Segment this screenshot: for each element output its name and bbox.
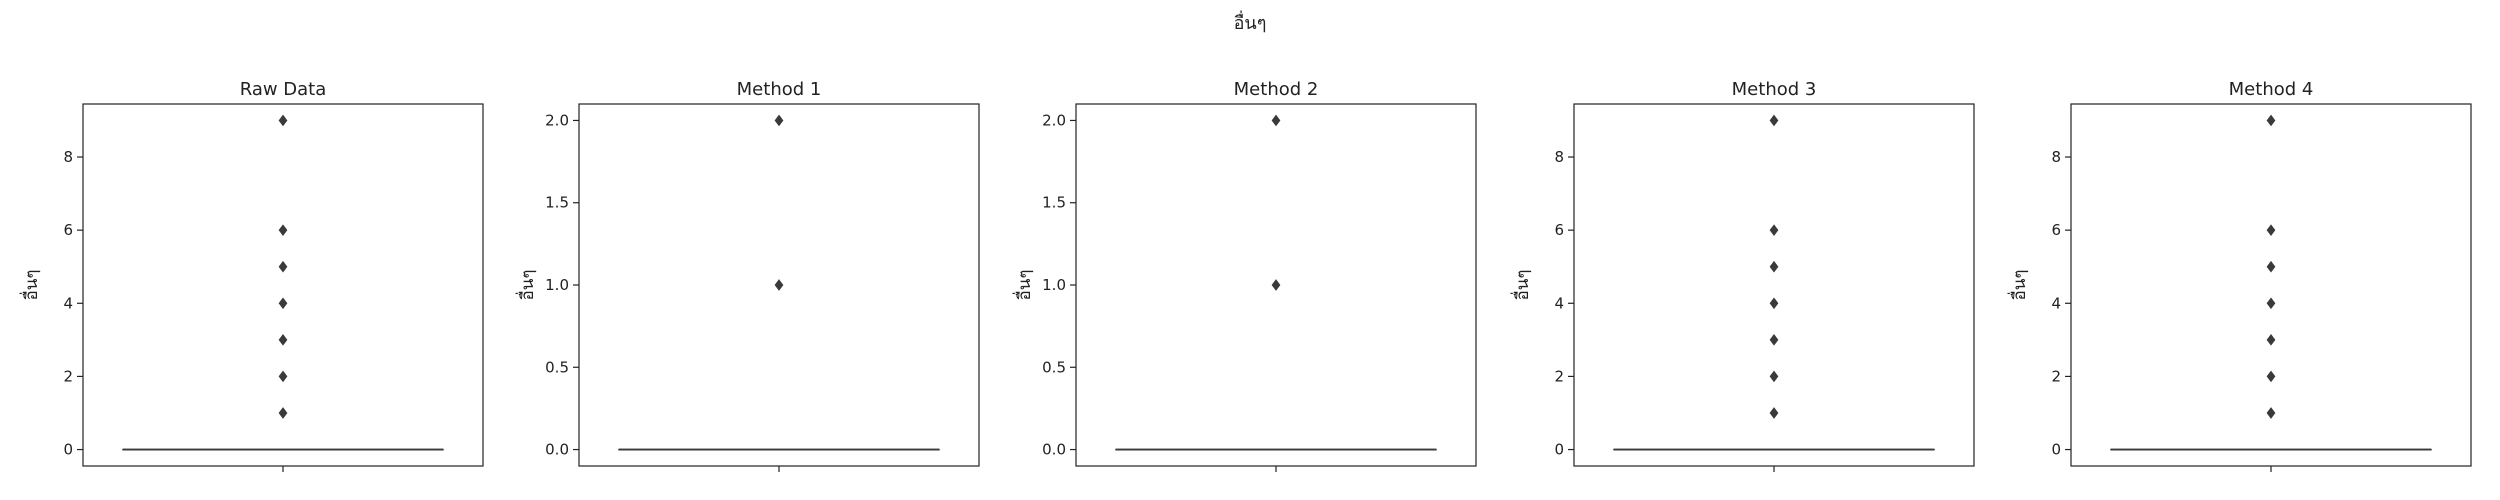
y-tick-label: 6 [1554, 221, 1564, 239]
y-tick-label: 4 [2051, 294, 2061, 312]
y-tick-label: 1.5 [545, 194, 569, 212]
y-axis-label: อื่นๆ [19, 270, 42, 301]
y-tick-label: 8 [1554, 148, 1564, 166]
subplot-4: Method 3 อื่นๆ 0 2 4 6 8 [1510, 79, 1975, 472]
y-tick-label: 0 [2051, 441, 2061, 459]
y-axis-label: อื่นๆ [515, 270, 538, 301]
y-tick-label: 4 [63, 294, 73, 312]
subplot-title: Method 4 [2229, 79, 2314, 100]
outlier-point [2266, 370, 2276, 383]
outlier-point [2266, 224, 2276, 236]
outlier-point [774, 279, 784, 291]
outlier-point [1769, 370, 1779, 383]
subplot-title: Method 2 [1234, 79, 1319, 100]
subplot-2: Method 1 อื่นๆ 0.0 0.5 1.0 1.5 2.0 [515, 79, 980, 472]
y-tick-label: 0.5 [545, 358, 569, 376]
outlier-point [278, 370, 288, 383]
outlier-point [278, 407, 288, 419]
subplot-title: Method 1 [737, 79, 822, 100]
y-tick-label: 2 [2051, 367, 2061, 385]
y-tick-label: 0.5 [1042, 358, 1066, 376]
y-axis-label: อื่นๆ [1012, 270, 1035, 301]
outlier-point [1769, 334, 1779, 346]
subplot-1: Raw Data อื่นๆ 0 2 4 6 8 [19, 79, 484, 472]
outlier-point [2266, 297, 2276, 310]
outlier-point [2266, 114, 2276, 127]
y-tick-label: 1.5 [1042, 194, 1066, 212]
outlier-point [278, 114, 288, 127]
outlier-point [1769, 407, 1779, 419]
y-tick-label: 6 [63, 221, 73, 239]
y-axis-label: อื่นๆ [1510, 270, 1533, 301]
outlier-point [278, 260, 288, 273]
y-tick-label: 0.0 [545, 441, 569, 459]
y-tick-label: 0 [1554, 441, 1564, 459]
y-tick-label: 4 [1554, 294, 1564, 312]
y-tick-label: 0 [63, 441, 73, 459]
subplot-title: Method 3 [1732, 79, 1817, 100]
outlier-point [278, 297, 288, 310]
y-tick-label: 1.0 [545, 276, 569, 294]
subplot-title: Raw Data [240, 79, 327, 100]
outlier-point [1769, 114, 1779, 127]
y-tick-label: 0.0 [1042, 441, 1066, 459]
outlier-point [1769, 260, 1779, 273]
outlier-point [1271, 114, 1281, 127]
y-tick-label: 2 [63, 367, 73, 385]
y-axis-label: อื่นๆ [2007, 270, 2030, 301]
y-tick-label: 1.0 [1042, 276, 1066, 294]
y-tick-label: 2.0 [545, 111, 569, 129]
outlier-point [2266, 407, 2276, 419]
outlier-point [1769, 297, 1779, 310]
subplot-5: Method 4 อื่นๆ 0 2 4 6 8 [2007, 79, 2472, 472]
y-tick-label: 6 [2051, 221, 2061, 239]
y-tick-label: 8 [63, 148, 73, 166]
subplot-3: Method 2 อื่นๆ 0.0 0.5 1.0 1.5 2.0 [1012, 79, 1477, 472]
outlier-point [2266, 334, 2276, 346]
outlier-point [278, 224, 288, 236]
y-tick-label: 8 [2051, 148, 2061, 166]
outlier-point [278, 334, 288, 346]
outlier-point [774, 114, 784, 127]
figure-suptitle: อื่นๆ [1233, 13, 1267, 34]
outlier-point [2266, 260, 2276, 273]
y-tick-label: 2 [1554, 367, 1564, 385]
outlier-point [1271, 279, 1281, 291]
outlier-point [1769, 224, 1779, 236]
y-tick-label: 2.0 [1042, 111, 1066, 129]
